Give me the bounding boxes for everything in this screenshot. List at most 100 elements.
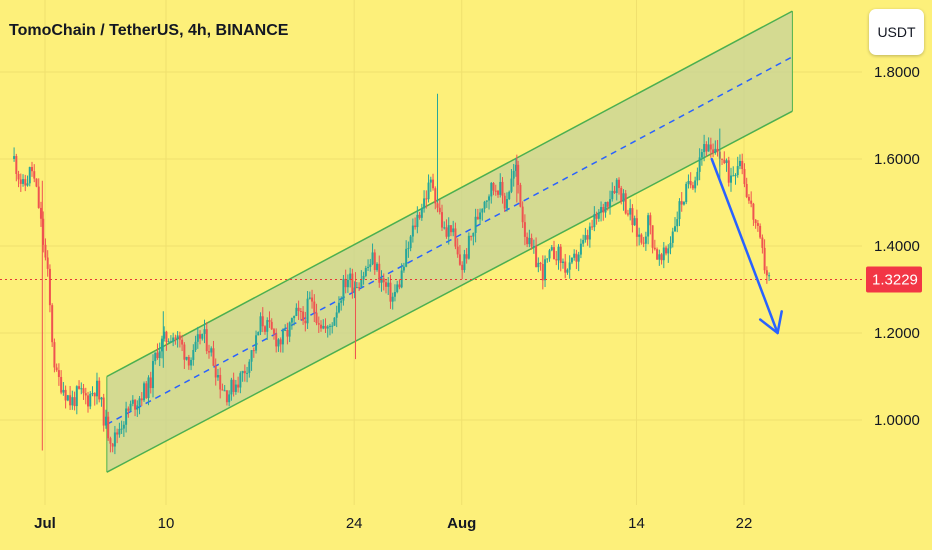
candle-body-135 [315,312,318,324]
candle-body-322 [734,175,737,177]
candle-body-173 [400,270,403,288]
candle-body-316 [721,158,724,160]
candle-body-129 [302,311,305,321]
candle-body-270 [617,179,620,188]
candle-body-272 [622,193,625,202]
y-axis[interactable]: 1.0000 1.2000 1.4000 1.6000 1.8000 1.3229 [866,64,922,429]
candle-body-317 [723,159,726,163]
candle-body-53 [131,399,134,404]
candle-body-161 [373,252,376,270]
currency-button[interactable]: USDT [869,9,924,55]
x-tick-label-1: 10 [158,515,175,532]
candle-body-38 [98,380,101,400]
candle-body-31 [82,388,85,394]
candle-body-213 [490,182,493,197]
candle-body-314 [716,148,719,152]
candle-body-95 [225,390,228,403]
candle-body-162 [376,263,379,270]
candle-body-271 [620,187,623,202]
candle-body-33 [87,395,90,407]
candle-body-209 [481,208,484,213]
candle-body-198 [456,246,459,255]
candle-body-17 [51,305,54,343]
candle-body-29 [78,386,81,389]
candle-body-9 [33,171,36,179]
candle-body-206 [474,216,477,233]
last-price-label: 1.3229 [872,272,918,289]
candle-body-217 [499,181,502,195]
candle-body-1 [15,156,18,175]
candle-body-201 [463,254,466,271]
candle-body-289 [660,254,663,261]
candle-body-72 [174,337,177,339]
candle-body-252 [577,254,580,262]
candle-body-258 [591,226,594,228]
candle-body-265 [606,202,609,207]
candle-body-50 [125,408,128,425]
candle-body-262 [600,207,603,213]
channel-upper-line[interactable] [106,10,793,378]
candle-body-123 [288,322,291,337]
candle-body-11 [37,186,40,208]
candle-body-188 [434,188,437,204]
candle-body-183 [423,198,426,209]
candle-body-176 [407,248,410,250]
candle-body-13 [42,218,45,245]
candle-body-75 [181,339,184,345]
candle-body-228 [523,222,526,237]
price-channel[interactable] [106,10,793,473]
candle-body-170 [393,291,396,297]
candle-body-202 [465,254,468,259]
candle-body-238 [546,258,549,260]
channel-midline[interactable] [106,56,793,426]
candle-body-320 [730,175,733,183]
candle-body-3 [19,179,22,184]
candle-body-4 [22,179,25,184]
candle-body-166 [384,282,387,287]
candle-body-119 [279,339,282,345]
candle-body-54 [134,399,137,410]
candle-body-99 [234,384,237,392]
candle-body-115 [270,321,273,330]
candle-body-182 [420,208,423,218]
candle-body-245 [561,261,564,263]
candle-body-149 [346,279,349,288]
candle-body-282 [644,236,647,244]
down-arrow-icon[interactable] [710,157,779,335]
candle-body-220 [505,199,508,209]
candle-body-172 [398,284,401,288]
candle-body-330 [752,203,755,220]
candle-body-292 [667,248,670,254]
candle-body-134 [313,301,316,313]
candle-body-25 [69,395,72,406]
candle-body-78 [187,356,190,366]
y-tick-label-2: 1.4000 [874,238,920,255]
candle-body-144 [335,312,338,318]
candle-body-268 [613,190,616,194]
candle-body-116 [272,329,275,334]
candle-body-324 [738,160,741,167]
candle-body-247 [566,269,569,273]
candle-body-196 [452,228,455,233]
candle-body-36 [93,393,96,397]
candle-body-333 [759,225,762,238]
candle-body-47 [118,428,121,435]
candle-body-131 [306,298,309,324]
candle-body-22 [62,389,65,393]
last-price-tag-bg [866,266,922,293]
candle-body-321 [732,175,735,177]
candle-body-152 [353,287,356,293]
candle-body-124 [290,318,293,323]
candle-body-73 [176,335,179,339]
x-tick-label-3: Aug [447,515,476,532]
channel-lower-line[interactable] [106,110,793,473]
candle-body-63 [154,352,157,362]
candle-body-35 [91,393,94,395]
candle-body-191 [440,212,443,228]
candle-body-240 [550,247,553,251]
x-axis[interactable]: Jul 10 24 Aug 14 22 [34,515,752,532]
candle-body-267 [611,190,614,200]
candle-body-325 [741,160,744,170]
candle-body-107 [252,350,255,352]
